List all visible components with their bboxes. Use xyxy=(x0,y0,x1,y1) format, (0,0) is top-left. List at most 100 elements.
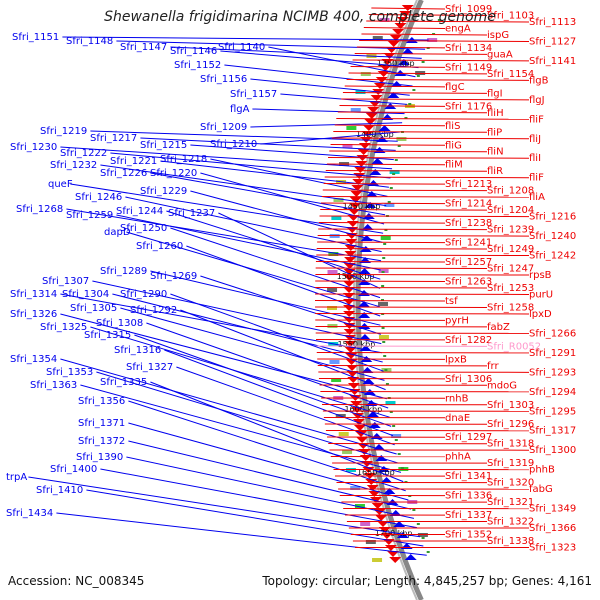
gene-arrow-red xyxy=(357,443,370,449)
leader-line xyxy=(180,309,386,391)
leader-line xyxy=(28,476,421,538)
gene-block xyxy=(328,252,339,256)
gene-label-right: lpxD xyxy=(529,309,552,320)
position-tick xyxy=(397,145,401,147)
gene-label-left: Sfri_1140 xyxy=(218,42,265,53)
gene-label-right: Sfri_1216 xyxy=(529,212,576,223)
gene-block xyxy=(338,432,349,436)
leader-line xyxy=(319,215,530,218)
gene-label-left: Sfri_1410 xyxy=(36,485,83,496)
gene-label-right: fliR xyxy=(487,166,503,177)
leader-line xyxy=(128,440,412,510)
gene-label-right: Sfri_1213 xyxy=(445,179,492,190)
gene-label-right: Sfri_1099 xyxy=(445,4,492,15)
gene-arrow-red xyxy=(348,209,361,215)
gene-arrow-blue xyxy=(387,92,400,98)
position-tick xyxy=(397,453,401,455)
leader-line xyxy=(146,322,389,409)
leader-line xyxy=(116,40,426,50)
gene-label-right: flgB xyxy=(529,75,549,86)
gene-label-left: Sfri_1315 xyxy=(84,330,131,341)
gene-label-right: Sfri_1258 xyxy=(487,302,534,313)
gene-label-right: fliM xyxy=(445,160,463,171)
leader-line xyxy=(60,358,397,455)
gene-label-left: Sfri_1156 xyxy=(200,74,247,85)
gene-arrow-blue xyxy=(383,488,396,494)
gene-label-left: Sfri_1217 xyxy=(90,133,137,144)
position-tick xyxy=(389,187,393,189)
gene-label-left: Sfri_1148 xyxy=(66,36,113,47)
leader-line xyxy=(170,227,381,299)
gene-label-left: dapD xyxy=(104,227,131,238)
gene-label-right: Sfri_1141 xyxy=(529,56,576,67)
gene-label-right: Sfri_1336 xyxy=(445,491,492,502)
gene-arrow-red xyxy=(389,35,402,41)
leader-line xyxy=(321,202,446,205)
leader-line xyxy=(323,183,446,185)
gene-label-right: Sfri_1103 xyxy=(487,10,534,21)
leader-line xyxy=(317,241,446,244)
gene-arrow-red xyxy=(344,347,357,353)
kbp-label: 1350 kbp xyxy=(377,59,415,68)
gene-arrow-red xyxy=(359,455,372,461)
gene-label-left: Sfri_1354 xyxy=(10,354,57,365)
gene-label-right: Sfri_1303 xyxy=(487,400,534,411)
gene-label-right: Sfri_1300 xyxy=(529,445,576,456)
gene-arrow-red xyxy=(352,419,365,425)
gene-arrow-red xyxy=(354,431,367,437)
gene-label-left: Sfri_1218 xyxy=(160,154,207,165)
position-tick xyxy=(381,299,384,301)
gene-label-right: Sfri_1338 xyxy=(487,536,534,547)
gene-arrow-red xyxy=(387,551,400,557)
gene-block xyxy=(360,522,371,526)
gene-label-right: pyrH xyxy=(445,315,469,326)
leader-line xyxy=(359,40,530,42)
gene-arrow-red xyxy=(344,245,357,251)
gene-label-right: Sfri_R0052 xyxy=(487,341,541,352)
leader-line xyxy=(336,118,530,120)
gene-arrow-red xyxy=(356,437,369,443)
leader-line xyxy=(100,468,418,529)
kbp-label: 1450 kbp xyxy=(343,202,381,211)
gene-label-right: Sfri_1319 xyxy=(487,458,534,469)
leader-line xyxy=(316,254,530,257)
leader-line xyxy=(140,137,396,151)
gene-label-right: frr xyxy=(487,361,499,372)
gene-block xyxy=(342,144,353,148)
gene-label-left: Sfri_1222 xyxy=(60,148,107,159)
gene-label-right: Sfri_1306 xyxy=(445,374,492,385)
leader-line xyxy=(341,98,530,101)
leader-line xyxy=(218,212,381,289)
gene-label-right: mdoG xyxy=(487,380,517,391)
gene-arrow-blue xyxy=(358,334,371,340)
gene-label-left: Sfri_1221 xyxy=(110,156,157,167)
gene-label-left: Sfri_1215 xyxy=(140,140,187,151)
gene-label-right: Sfri_1296 xyxy=(487,419,534,430)
gene-arrow-red xyxy=(365,113,378,119)
gene-label-left: Sfri_1269 xyxy=(150,271,197,282)
leader-line xyxy=(342,92,488,94)
gene-arrow-red xyxy=(369,497,382,503)
gene-block xyxy=(354,504,365,508)
position-tick xyxy=(387,201,391,203)
gene-label-right: Sfri_1341 xyxy=(445,471,492,482)
leader-line xyxy=(354,53,488,55)
leader-line xyxy=(164,349,394,437)
gene-label-right: flgJ xyxy=(529,95,545,106)
leader-line xyxy=(116,214,381,271)
leader-line xyxy=(363,27,446,29)
leader-line xyxy=(315,267,488,270)
gene-label-right: Sfri_1294 xyxy=(529,387,576,398)
leader-line xyxy=(348,72,488,75)
gene-arrow-blue xyxy=(367,180,380,186)
leader-line xyxy=(318,228,488,231)
gene-label-right: rpsB xyxy=(529,270,552,281)
leader-line xyxy=(337,111,488,114)
leader-line xyxy=(220,50,419,69)
leader-line xyxy=(346,79,530,81)
leader-line xyxy=(315,261,446,263)
gene-arrow-red xyxy=(343,281,356,287)
gene-label-right: fliA xyxy=(529,192,545,203)
position-tick xyxy=(392,425,396,427)
